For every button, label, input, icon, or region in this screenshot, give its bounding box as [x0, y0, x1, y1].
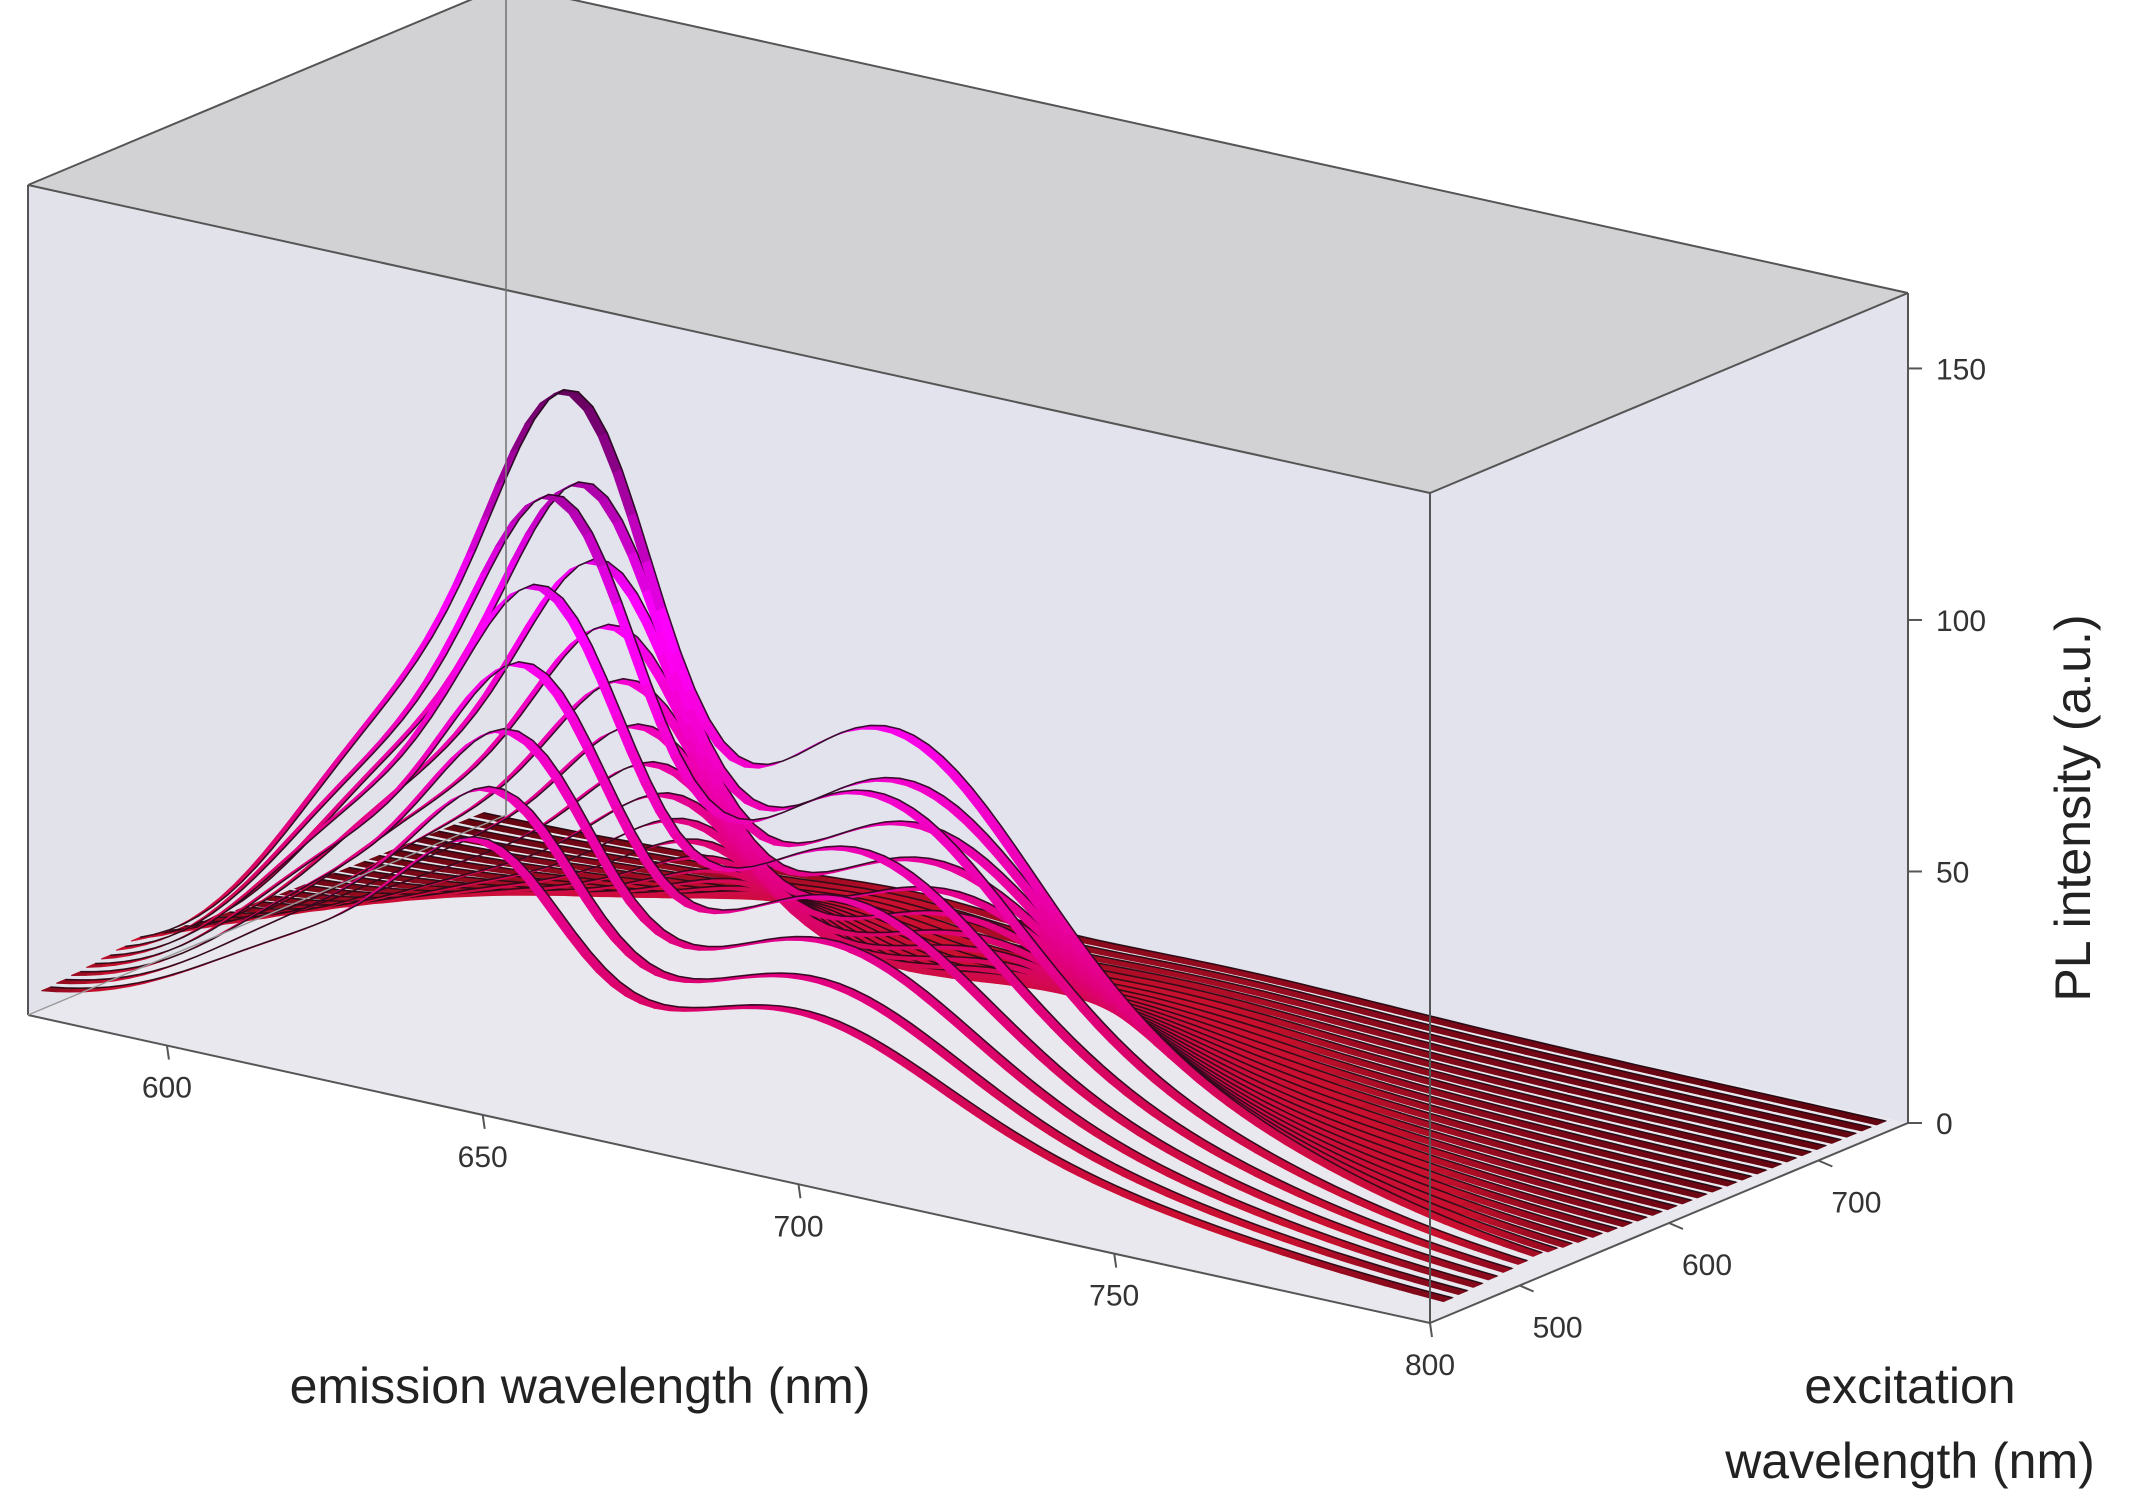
- plot-box-frame: [27, 0, 1909, 1324]
- z-tick-label: 50: [1936, 857, 1969, 890]
- x-tick-label: 700: [773, 1210, 823, 1243]
- x-tick-mark: [481, 1114, 486, 1130]
- slice-contour: [154, 481, 1558, 1249]
- z-tick-label: 0: [1936, 1108, 1953, 1141]
- slice-contour: [274, 838, 1677, 1207]
- slice-contour: [110, 583, 1513, 1270]
- y-tick-label: 500: [1533, 1312, 1583, 1345]
- slice-contour: [453, 824, 1856, 1135]
- slice-contour: [65, 785, 1468, 1292]
- x-tick-mark: [797, 1184, 802, 1199]
- y-tick-mark: [1668, 1222, 1684, 1230]
- x-tick-mark: [165, 1045, 170, 1060]
- y-tick-mark: [1519, 1284, 1535, 1293]
- x-tick-label: 600: [142, 1072, 192, 1105]
- front-top-edge: [27, 184, 1431, 494]
- z-tick-label: 150: [1936, 354, 1986, 387]
- slice-contour: [229, 760, 1632, 1224]
- floor-left-edge: [27, 814, 507, 1016]
- pl-surface: [41, 388, 1888, 1303]
- back-top-edge: [569, 0, 1909, 294]
- excitation-slice: [56, 785, 1469, 1296]
- top-face: [28, 0, 1908, 493]
- y-axis-label-line2: wavelength (nm): [1724, 1433, 2095, 1489]
- y-tick-mark: [1817, 1159, 1833, 1168]
- slice-contour: [199, 677, 1603, 1235]
- excitation-slice: [41, 835, 1454, 1303]
- slice-contour: [289, 854, 1692, 1201]
- x-axis-label: emission wavelength (nm): [290, 1358, 871, 1414]
- slice-contour: [438, 830, 1841, 1141]
- excitation-slice: [130, 388, 1544, 1257]
- slice-contour: [95, 660, 1498, 1277]
- slice-contour: [139, 388, 1543, 1254]
- top-left-edge: [27, 0, 473, 186]
- z-axis-label: PL intensity (a.u.): [2045, 614, 2101, 1001]
- y-tick-label: 600: [1682, 1249, 1732, 1282]
- y-axis-label-line1: excitation: [1804, 1358, 2015, 1414]
- slice-contour: [214, 723, 1617, 1229]
- front-bottom-edge: [27, 1014, 1431, 1324]
- excitation-axis-ticks: 500 600 700: [1519, 1159, 1881, 1345]
- slice-contour: [80, 727, 1483, 1285]
- x-tick-mark: [1113, 1253, 1118, 1268]
- x-tick-label: 750: [1089, 1280, 1139, 1313]
- emission-axis-ticks: 600 650 700 750 800: [142, 1045, 1455, 1382]
- x-tick-mark: [1429, 1322, 1433, 1338]
- slice-contour: [259, 817, 1662, 1213]
- x-tick-label: 800: [1405, 1349, 1455, 1382]
- excitation-slice: [115, 493, 1529, 1265]
- z-tick-label: 100: [1936, 605, 1986, 638]
- excitation-slice: [71, 727, 1484, 1288]
- excitation-slice: [443, 824, 1858, 1138]
- slice-contour: [244, 791, 1647, 1219]
- top-right-edge: [1429, 292, 1909, 494]
- y-tick-label: 700: [1831, 1187, 1881, 1220]
- excitation-slice: [86, 660, 1499, 1281]
- excitation-slice: [101, 583, 1514, 1273]
- slice-contour: [50, 835, 1453, 1299]
- x-tick-label: 650: [458, 1141, 508, 1174]
- slice-contour: [124, 493, 1528, 1262]
- intensity-axis-ticks: 0 50 100 150: [1908, 354, 1986, 1141]
